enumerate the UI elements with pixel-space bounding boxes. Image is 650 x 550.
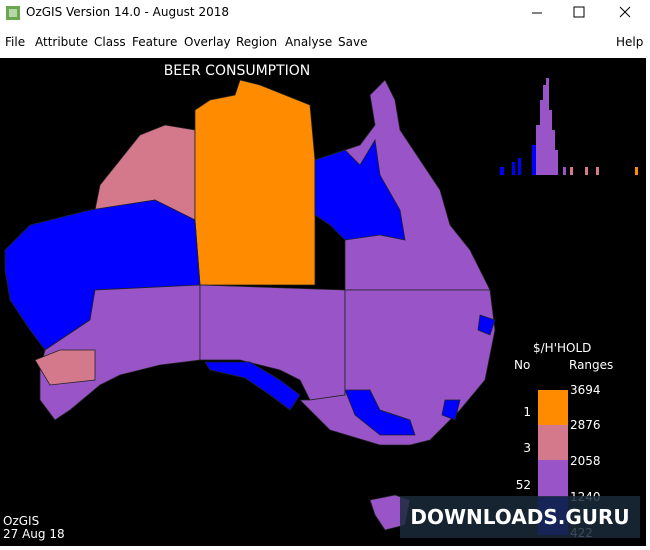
title-bar: OzGIS Version 14.0 - August 2018 [0, 0, 650, 26]
range-label: 1240 [570, 490, 601, 504]
histogram-bar [546, 78, 549, 175]
region [344, 389, 416, 436]
watermark: DOWNLOADS.GURU [400, 496, 640, 538]
menu-item[interactable]: Save [338, 35, 368, 49]
footer-label: 27 Aug 18 [3, 527, 65, 541]
histogram-bar [532, 145, 536, 175]
legend-swatch [538, 497, 568, 535]
histogram-bar [500, 167, 504, 175]
count-label: 1 [523, 405, 531, 419]
region [94, 124, 196, 221]
range-label: 2058 [570, 454, 601, 468]
range-label: 422 [570, 526, 593, 540]
legend: $/H'HOLD No Ranges 3694 2876 2058 1240 4… [514, 341, 613, 540]
menu-item[interactable]: Help [616, 35, 644, 49]
regions [4, 79, 496, 531]
histogram-bar [596, 167, 599, 175]
range-label: 3694 [570, 383, 601, 397]
region [314, 138, 406, 241]
histogram-bar [540, 100, 543, 175]
menu-bar: File Attribute Class Feature Overlay Reg… [0, 30, 650, 54]
region [441, 399, 461, 421]
menu-item[interactable]: Region [236, 35, 278, 49]
menu-item[interactable]: Class [94, 35, 126, 49]
histogram-bar [518, 158, 521, 175]
legend-header: No [514, 358, 530, 372]
legend-swatch [538, 390, 568, 425]
legend-unit: $/H'HOLD [533, 341, 591, 355]
histogram-bar [536, 125, 540, 175]
histogram-bar [543, 85, 546, 175]
menu-item[interactable]: Attribute [35, 35, 88, 49]
close[interactable] [619, 6, 631, 18]
region [299, 289, 496, 446]
menu-item[interactable]: Feature [132, 35, 178, 49]
legend-swatch [538, 460, 568, 497]
map-title: BEER CONSUMPTION [164, 63, 311, 79]
region [199, 284, 346, 401]
histogram-bar [563, 167, 566, 175]
watermark-text: DOWNLOADS.GURU [410, 505, 629, 529]
map-background [0, 58, 646, 546]
range-label: 2876 [570, 418, 601, 432]
legend-swatch [538, 425, 568, 460]
window-title: OzGIS Version 14.0 - August 2018 [26, 5, 229, 19]
histogram-bar [512, 162, 515, 175]
histogram-bar [549, 110, 552, 175]
app-icon [6, 6, 20, 20]
maximize[interactable] [573, 6, 585, 18]
count-label: 3 [523, 441, 531, 455]
count-label: 52 [516, 478, 531, 492]
region [314, 79, 491, 291]
histogram-bar [555, 150, 558, 175]
region [369, 494, 411, 531]
menu-item[interactable]: File [5, 35, 26, 49]
region [204, 361, 301, 411]
region [4, 199, 201, 351]
footer-label: OzGIS [3, 514, 39, 528]
histogram [500, 78, 638, 175]
window-controls[interactable] [520, 0, 650, 26]
region [39, 284, 201, 421]
legend-header: Ranges [569, 358, 613, 372]
region [34, 349, 96, 386]
histogram-bar [585, 167, 588, 175]
histogram-bar [570, 167, 573, 175]
region [194, 79, 316, 286]
histogram-bar [552, 130, 555, 175]
histogram-bar [635, 167, 638, 175]
watermark-box [400, 496, 640, 538]
menu-item[interactable]: Overlay [184, 35, 231, 49]
region [477, 314, 496, 336]
menu-item[interactable]: Analyse [285, 35, 333, 49]
